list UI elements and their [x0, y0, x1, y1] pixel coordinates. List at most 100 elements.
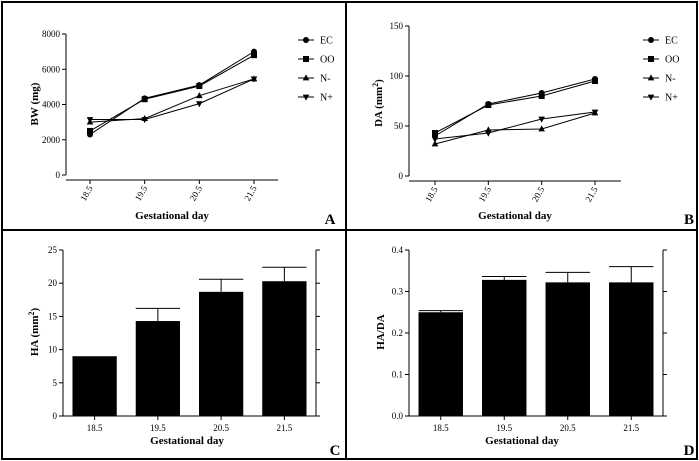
panel-c-ylabel-end: )	[29, 308, 41, 312]
panel-a-point-OO	[87, 127, 93, 134]
panel-a-point-N-	[196, 92, 203, 99]
panel-b-ylabel-sup: 2	[371, 83, 380, 87]
panel-b-point-OO	[432, 130, 438, 136]
panel-a-legend-marker-OO	[303, 56, 309, 62]
panel-b-legend-marker-N+	[647, 94, 655, 101]
panel-a-series-line-OO	[89, 54, 255, 132]
panel-a-series-line-EC	[89, 51, 255, 135]
panel-a-y-tick-label: 0	[56, 170, 61, 180]
panel-b-legend-marker-OO	[648, 56, 654, 62]
panel-c-bar	[72, 356, 117, 416]
panel-b-y-axis-label: DA (mm2)	[371, 79, 385, 127]
panel-b-point-OO	[485, 102, 492, 108]
panel-a-y-axis-label: BW (mg)	[29, 82, 41, 125]
panel-c-ylabel-sup: 2	[27, 312, 36, 316]
panel-a-line-chart: Gestational day BW (mg) 0 2000 4000 6000 800…	[29, 29, 334, 222]
panel-d-y-tick-label: 0.4	[392, 245, 404, 255]
panel-d-bar	[482, 279, 527, 416]
panel-c-bar	[135, 321, 181, 416]
panel-a-point-N+	[196, 101, 203, 108]
panel-b-y-tick-label: 100	[390, 71, 404, 81]
panel-d-y-tick-label: 0.1	[392, 370, 403, 380]
panel-a-legend-marker-N-	[302, 74, 310, 81]
panel-b-legend-label-N+: N+	[665, 93, 678, 104]
panel-a-legend-label-N+: N+	[320, 93, 333, 104]
panel-d-x-axis-label: Gestational day	[485, 435, 559, 447]
panel-a-point-N+	[141, 117, 148, 124]
panel-a-legend-marker-EC	[303, 37, 309, 43]
panel-b-point-N+	[431, 136, 439, 143]
panel-c-y-tick-label: 5	[53, 378, 58, 388]
panel-a-legend-marker-N+	[302, 94, 310, 101]
panel-a-legend-label-EC: EC	[320, 36, 333, 47]
panel-a-x-tick-label: 20.5	[188, 184, 205, 203]
panel-b-point-OO	[538, 93, 545, 99]
panel-b-legend-label-OO: OO	[665, 55, 679, 66]
panel-c-bar	[198, 291, 244, 416]
panel-c-y-tick-label: 25	[48, 245, 58, 255]
panel-b-y-tick-label: 0	[399, 171, 404, 181]
panel-b-y-tick-label: 150	[390, 21, 404, 31]
panel-a-x-tick-label: 21.5	[242, 184, 259, 203]
panel-a-x-tick-label: 18.5	[78, 184, 95, 203]
panel-b-x-tick-label: 21.5	[583, 185, 600, 204]
panel-b-ylabel-main: DA (mm	[373, 87, 385, 127]
panel-b-line-chart: Gestational day DA (mm2) 0 50 100 150 18.5 19…	[371, 21, 679, 222]
panel-a-point-N+	[86, 117, 94, 124]
panel-b-legend-label-N-: N-	[665, 74, 676, 85]
panel-b-y-tick-label: 50	[394, 121, 404, 131]
panel-letter-a: A	[325, 212, 336, 228]
panel-d-x-tick-label: 19.5	[496, 423, 512, 433]
panel-b-series-line-EC	[434, 78, 596, 137]
panel-a-y-tick-label: 6000	[42, 64, 61, 74]
panel-c-bar	[262, 281, 307, 416]
panel-a-x-axis-label: Gestational day	[135, 210, 209, 222]
panel-b-point-N+	[591, 109, 599, 116]
panel-a-point-N+	[250, 76, 258, 83]
panel-b-legend-marker-N-	[647, 74, 655, 81]
panel-b-ylabel-end: )	[373, 79, 385, 83]
panel-b-series-line-OO	[434, 80, 596, 134]
panel-d-bar	[609, 282, 654, 416]
panel-c-ylabel-main: HA (mm	[29, 316, 41, 357]
panel-b-point-N+	[485, 130, 492, 137]
panel-b-series-line-N-	[434, 112, 596, 145]
panel-d-x-tick-label: 20.5	[560, 423, 576, 433]
panel-b-x-tick-label: 18.5	[423, 185, 440, 204]
panel-d-x-tick-label: 18.5	[433, 423, 449, 433]
panel-b-x-tick-label: 20.5	[530, 185, 547, 204]
panel-letter-b: B	[684, 212, 694, 228]
panel-a-legend-label-OO: OO	[320, 55, 334, 66]
panel-b-x-tick-label: 19.5	[477, 185, 494, 204]
panel-d-x-tick-label: 21.5	[623, 423, 639, 433]
panel-border-d	[345, 229, 698, 460]
panel-c-y-tick-label: 15	[48, 311, 58, 321]
panel-a-point-OO	[196, 82, 203, 89]
panel-c-x-tick-label: 20.5	[213, 423, 229, 433]
panel-a-series-line-N-	[89, 78, 255, 123]
panel-a-series-line-N+	[90, 78, 255, 120]
panel-b-point-N-	[538, 125, 545, 132]
panel-b-point-OO	[592, 78, 598, 84]
panel-b-series-line-N+	[434, 111, 596, 140]
panel-b-point-N-	[431, 140, 439, 147]
panel-b-legend-marker-EC	[648, 37, 654, 43]
panel-c-x-tick-label: 19.5	[150, 423, 166, 433]
panel-c-y-tick-label: 0	[53, 411, 58, 421]
panel-d-bar-chart: Gestational day HA/DA 0.0 0.1 0.2 0.3 0.4 18.…	[375, 245, 667, 447]
panel-c-y-axis-label: HA (mm2)	[27, 308, 41, 357]
panel-c-x-axis-label: Gestational day	[150, 435, 224, 447]
panel-d-bar	[545, 282, 590, 416]
panel-a-point-OO	[141, 96, 148, 103]
panel-a-legend-label-N-: N-	[320, 74, 331, 85]
panel-letter-d: D	[684, 443, 695, 459]
panel-a-y-tick-label: 2000	[42, 135, 61, 145]
panel-c-y-tick-label: 10	[48, 345, 58, 355]
panel-d-bar	[418, 312, 463, 416]
panel-letter-c: C	[330, 443, 341, 459]
panel-d-y-axis-label: HA/DA	[375, 314, 387, 350]
panel-c-x-tick-label: 18.5	[87, 423, 103, 433]
panel-d-y-tick-label: 0.2	[392, 328, 403, 338]
panel-c-y-tick-label: 20	[48, 278, 58, 288]
